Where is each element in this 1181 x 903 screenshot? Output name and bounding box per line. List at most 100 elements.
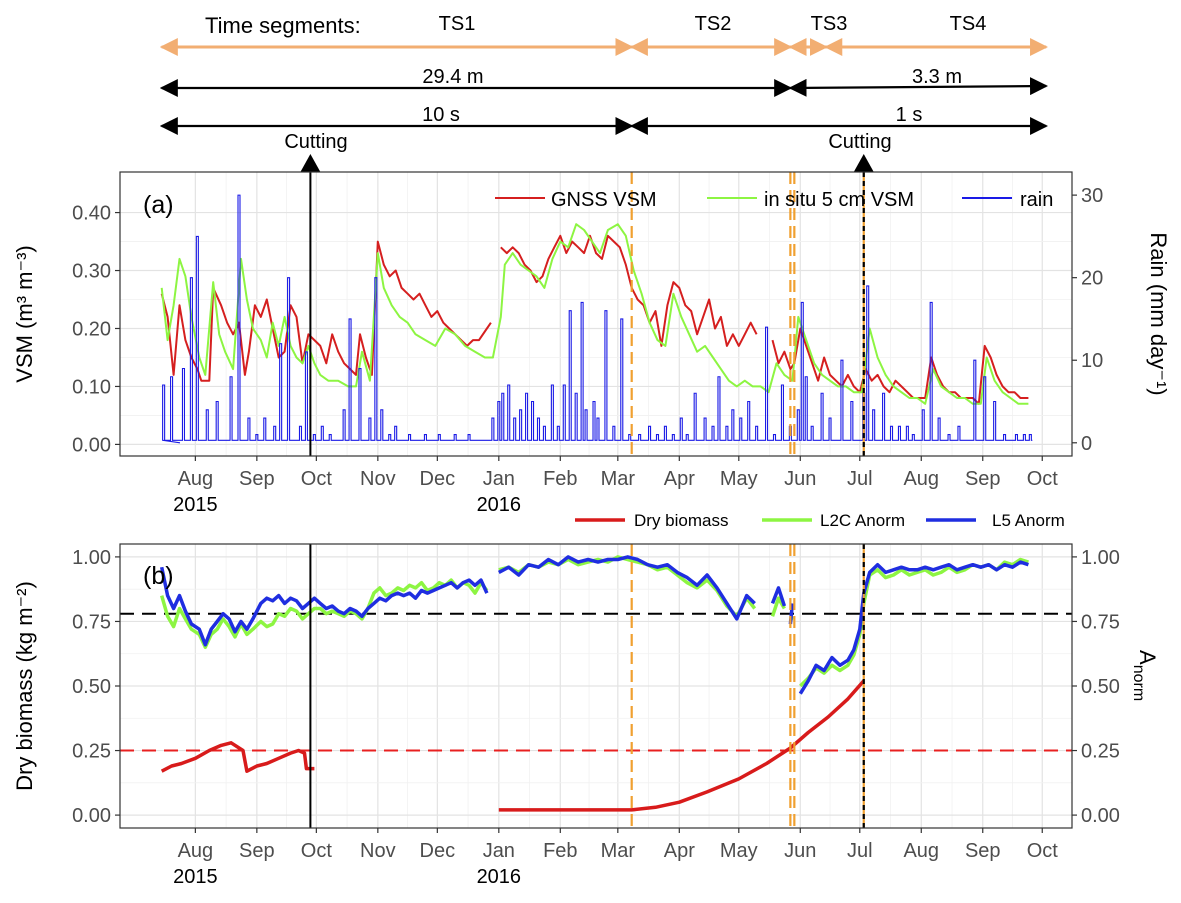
panel-a-ylabel-right: Rain (mm day⁻¹) xyxy=(1146,232,1171,395)
panel-a-xtick-label: Feb xyxy=(543,468,577,490)
panel-b-xtick-label: Apr xyxy=(664,840,695,862)
panel-a-xtick-label: Jul xyxy=(847,468,873,490)
span-label-3-3m: 3.3 m xyxy=(912,66,962,88)
panel-b-ytick-right-label: 0.50 xyxy=(1081,676,1120,698)
panel-a-xtick-label: Jun xyxy=(784,468,816,490)
panel-b-ytick-right-label: 0.25 xyxy=(1081,741,1120,763)
panel-b-ytick-label: 0.50 xyxy=(72,676,111,698)
time-segments-header: Time segments: TS1 TS2 TS3 TS4 29.4 m 3.… xyxy=(205,13,986,153)
panel-b: Aug Sep Oct Nov Dec Jan Feb Mar Apr May Jun Jul Aug S… xyxy=(12,543,1160,888)
panel-b-xtick-label: Oct xyxy=(301,840,333,862)
panel-b-xtick-label: Sep xyxy=(965,840,1001,862)
panel-a-ytick-right-label: 30 xyxy=(1081,185,1103,207)
segment-label-ts2: TS2 xyxy=(695,13,732,35)
panel-a-ytick-label: 0.00 xyxy=(72,434,111,456)
panel-a-ytick-label: 0.40 xyxy=(72,203,111,225)
panel-b-xtick-label: Mar xyxy=(601,840,636,862)
span-label-29-4m: 29.4 m xyxy=(422,66,483,88)
panel-a-label: (a) xyxy=(143,191,174,219)
panel-b-xtick-label: Jun xyxy=(784,840,816,862)
segment-label-ts3: TS3 xyxy=(811,13,848,35)
panel-b-ytick-label: 0.00 xyxy=(72,805,111,827)
span-label-1s: 1 s xyxy=(896,104,923,126)
panel-a-ytick-label: 0.10 xyxy=(72,376,111,398)
time-span-arrows xyxy=(159,38,1049,172)
panel-a-axes: Aug Sep Oct Nov Dec Jan Feb Mar Apr May Jun Jul Aug S… xyxy=(72,185,1103,516)
panel-b-xtick-label: Aug xyxy=(178,840,214,862)
legend-a-label-rain: rain xyxy=(1020,189,1053,211)
panel-a-ytick-right-label: 20 xyxy=(1081,268,1103,290)
panel-a-grid xyxy=(120,172,1072,456)
panel-a-series-gnss-vsm xyxy=(160,234,1029,405)
panel-b-label: (b) xyxy=(143,562,174,590)
panel-b-series-l5-anorm xyxy=(159,555,1029,695)
panel-a-xtick-label: May xyxy=(720,468,758,490)
span-arrow-row2-1 xyxy=(788,77,1049,97)
panel-a-series-rain xyxy=(162,194,1033,444)
panel-b-xtick-label: Jan xyxy=(483,840,515,862)
cutting-label-2016: Cutting xyxy=(828,131,891,153)
panel-b-ylabel-right: Anorm xyxy=(1130,650,1160,701)
panel-b-xtick-label: Aug xyxy=(903,840,939,862)
segment-label-ts4: TS4 xyxy=(950,13,987,35)
panel-a-frame xyxy=(119,171,1073,457)
panel-a-xtick-label: Jan xyxy=(483,468,515,490)
panel-a-xtick-label: Nov xyxy=(360,468,396,490)
panel-a-plot-area xyxy=(160,172,1033,456)
panel-a-year-label: 2015 xyxy=(173,494,218,516)
panel-a-ytick-label: 0.30 xyxy=(72,261,111,283)
panel-b-ylabel: Dry biomass (kg m⁻²) xyxy=(12,581,37,791)
cutting-arrow-0 xyxy=(300,154,321,172)
panel-a-xtick-label: Oct xyxy=(1027,468,1059,490)
panel-a-xtick-label: Mar xyxy=(601,468,636,490)
panel-b-ylabel-right-sub: norm xyxy=(1130,665,1147,701)
segment-label-ts1: TS1 xyxy=(439,13,476,35)
time-segments-label: Time segments: xyxy=(205,13,361,38)
legend-a-label-gnss: GNSS VSM xyxy=(551,189,657,211)
panel-a-ytick-label: 0.20 xyxy=(72,318,111,340)
panel-b-xtick-label: Nov xyxy=(360,840,396,862)
cutting-label-2015: Cutting xyxy=(284,131,347,153)
panel-b-plot-area xyxy=(120,544,1072,828)
cutting-arrow-1 xyxy=(853,154,874,172)
panel-a-xtick-label: Aug xyxy=(903,468,939,490)
panel-a-background xyxy=(120,172,1072,456)
panel-a-xtick-label: Sep xyxy=(239,468,275,490)
panel-a-xtick-label: Sep xyxy=(965,468,1001,490)
legend-b-label-biomass: Dry biomass xyxy=(634,511,728,530)
panel-b-series-dry-biomass xyxy=(160,679,866,812)
panel-a-xtick-label: Dec xyxy=(420,468,456,490)
panel-b-ytick-right-label: 0.00 xyxy=(1081,805,1120,827)
panel-a: Aug Sep Oct Nov Dec Jan Feb Mar Apr May Jun Jul Aug S… xyxy=(12,171,1171,516)
panel-b-xtick-label: Oct xyxy=(1027,840,1059,862)
panel-b-ytick-label: 0.25 xyxy=(72,741,111,763)
legend-a-label-insitu: in situ 5 cm VSM xyxy=(764,189,914,211)
panel-a-xtick-label: Aug xyxy=(178,468,214,490)
legend-b-label-l2c: L2C Anorm xyxy=(820,511,905,530)
panel-a-ytick-right-label: 10 xyxy=(1081,350,1103,372)
panel-a-ytick-right-label: 0 xyxy=(1081,433,1092,455)
panel-b-xtick-label: Sep xyxy=(239,840,275,862)
panel-b-series-l2c-anorm xyxy=(160,555,1029,688)
panel-b-xtick-label: Dec xyxy=(420,840,456,862)
panel-b-ylabel-right-main: A xyxy=(1135,650,1160,665)
panel-b-year-label: 2016 xyxy=(477,866,522,888)
panel-a-xtick-label: Oct xyxy=(301,468,333,490)
panel-b-xtick-label: May xyxy=(720,840,758,862)
panel-b-ytick-label: 0.75 xyxy=(72,611,111,633)
panel-a-legend: GNSS VSM in situ 5 cm VSM rain xyxy=(495,189,1053,211)
panel-b-xtick-label: Jul xyxy=(847,840,873,862)
panel-b-ytick-right-label: 0.75 xyxy=(1081,611,1120,633)
legend-b-label-l5: L5 Anorm xyxy=(992,511,1065,530)
panel-a-xtick-label: Apr xyxy=(664,468,695,490)
span-label-10s: 10 s xyxy=(422,104,460,126)
panel-b-ytick-label: 1.00 xyxy=(72,547,111,569)
panel-b-grid xyxy=(120,544,1072,828)
panel-a-year-label: 2016 xyxy=(477,494,522,516)
panel-a-series-in-situ-5-cm-vsm xyxy=(160,223,1029,405)
panel-b-year-label: 2015 xyxy=(173,866,218,888)
panel-a-ylabel: VSM (m³ m⁻³) xyxy=(12,245,37,382)
panel-b-legend: Dry biomass L2C Anorm L5 Anorm xyxy=(575,511,1065,530)
